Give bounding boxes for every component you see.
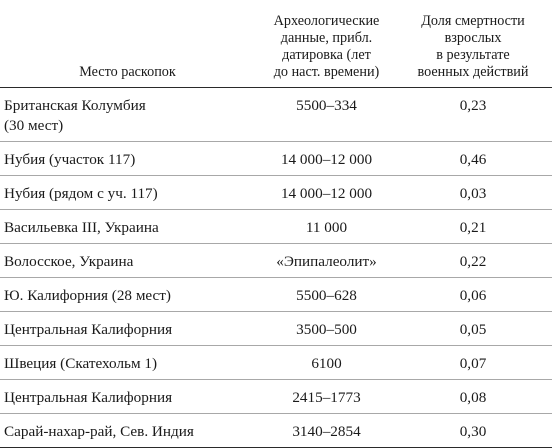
header-dating: Археологические данные, прибл. датировка… — [273, 13, 380, 80]
cell-place: Нубия (рядом с уч. 117) — [4, 185, 158, 202]
cell-dating: 3500–500 — [296, 321, 357, 338]
cell-place: Швеция (Скатехольм 1) — [4, 355, 158, 372]
cell-place: Британская Колумбия (30 мест) — [4, 97, 146, 134]
cell-place: Ю. Калифорния (28 мест) — [4, 287, 171, 304]
table-row: Британская Колумбия (30 мест) 5500–334 0… — [0, 88, 552, 142]
cell-dating: 5500–334 — [296, 97, 357, 114]
cell-share: 0,46 — [459, 151, 487, 168]
table-row: Нубия (рядом с уч. 117) 14 000–12 000 0,… — [0, 176, 552, 210]
cell-dating: 11 000 — [305, 219, 348, 236]
cell-share: 0,23 — [459, 97, 487, 114]
cell-share: 0,08 — [459, 389, 487, 406]
table-row: Швеция (Скатехольм 1) 6100 0,07 — [0, 346, 552, 380]
table-body: Британская Колумбия (30 мест) 5500–334 0… — [0, 88, 552, 448]
cell-dating: 2415–1773 — [292, 389, 361, 406]
cell-place: Центральная Калифорния — [4, 389, 173, 406]
cell-dating: 14 000–12 000 — [280, 151, 373, 168]
cell-share: 0,06 — [459, 287, 487, 304]
cell-dating: 3140–2854 — [292, 423, 361, 440]
cell-share: 0,05 — [459, 321, 487, 338]
table-row: Васильевка III, Украина 11 000 0,21 — [0, 210, 552, 244]
header-place: Место раскопок — [79, 64, 176, 80]
cell-share: 0,30 — [459, 423, 487, 440]
table-header: Место раскопок Археологические данные, п… — [0, 0, 552, 88]
table-row: Сарай-нахар-рай, Сев. Индия 3140–2854 0,… — [0, 414, 552, 448]
cell-share: 0,21 — [459, 219, 487, 236]
cell-place: Центральная Калифорния — [4, 321, 173, 338]
cell-dating: «Эпипалеолит» — [276, 253, 377, 270]
cell-place: Сарай-нахар-рай, Сев. Индия — [4, 423, 194, 440]
table-row: Волосское, Украина «Эпипалеолит» 0,22 — [0, 244, 552, 278]
table-row: Нубия (участок 117) 14 000–12 000 0,46 — [0, 142, 552, 176]
table-row: Центральная Калифорния 3500–500 0,05 — [0, 312, 552, 346]
cell-place: Нубия (участок 117) — [4, 151, 136, 168]
table-row: Центральная Калифорния 2415–1773 0,08 — [0, 380, 552, 414]
cell-place: Васильевка III, Украина — [4, 219, 159, 236]
cell-dating: 14 000–12 000 — [280, 185, 373, 202]
cell-dating: 6100 — [311, 355, 342, 372]
cell-share: 0,22 — [459, 253, 487, 270]
cell-place: Волосское, Украина — [4, 253, 134, 270]
cell-dating: 5500–628 — [296, 287, 357, 304]
header-share: Доля смертности взрослых в результате во… — [417, 13, 529, 80]
cell-share: 0,07 — [459, 355, 487, 372]
table-row: Ю. Калифорния (28 мест) 5500–628 0,06 — [0, 278, 552, 312]
cell-share: 0,03 — [459, 185, 487, 202]
